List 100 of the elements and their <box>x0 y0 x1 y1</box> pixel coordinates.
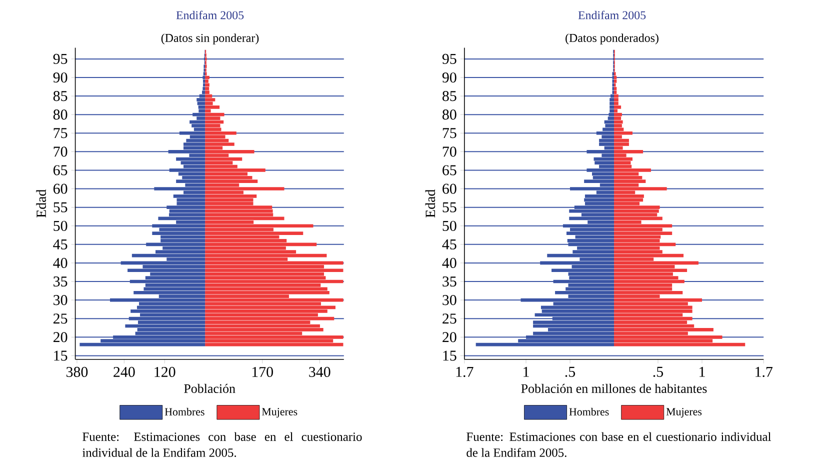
bar <box>168 150 206 154</box>
bar <box>566 232 614 235</box>
y-tick-label: 45 <box>53 239 68 250</box>
bar <box>476 342 614 346</box>
bar <box>205 316 334 320</box>
bar <box>614 280 684 284</box>
bar <box>614 80 617 83</box>
bar <box>205 120 224 124</box>
bar <box>186 138 206 142</box>
bar <box>555 290 614 294</box>
bar <box>614 290 683 294</box>
bar <box>205 180 258 184</box>
bar <box>614 90 617 94</box>
y-tick-label: 60 <box>442 184 456 194</box>
bar <box>176 180 206 184</box>
bar <box>205 216 284 220</box>
x-tick-label: 380 <box>66 366 88 377</box>
bar <box>190 120 206 124</box>
bar <box>614 268 688 272</box>
bar <box>594 161 614 164</box>
x-tick-label: 1.7 <box>456 366 474 378</box>
y-tick-label: 45 <box>442 239 456 250</box>
bar <box>533 320 614 324</box>
bar <box>610 98 614 102</box>
y-tick-label: 75 <box>442 128 456 138</box>
bar <box>173 194 206 198</box>
bar <box>614 342 746 346</box>
bar <box>614 194 644 198</box>
bar <box>614 161 631 164</box>
chart-title: Endifam 2005 <box>578 10 646 20</box>
y-tick-label: 40 <box>53 258 68 268</box>
bar <box>614 86 617 90</box>
bar <box>110 298 206 302</box>
bar <box>553 280 614 284</box>
bar <box>202 90 206 94</box>
bar <box>586 168 614 172</box>
x-tick-label: 240 <box>114 366 135 377</box>
y-tick-label: 40 <box>442 258 456 268</box>
bar <box>154 187 206 190</box>
bar <box>205 131 236 135</box>
bar <box>205 83 210 87</box>
y-tick-label: 15 <box>54 350 68 361</box>
bar <box>614 232 672 235</box>
bar <box>205 206 272 209</box>
y-axis-title: Edad <box>36 189 46 218</box>
bar <box>128 316 206 320</box>
bar <box>540 306 614 310</box>
bar <box>169 168 206 172</box>
bar <box>569 209 614 213</box>
bar <box>614 142 629 146</box>
legend-label: Mujeres <box>666 408 702 418</box>
source-note: Fuente: Estimaciones con base en el cuestionario individual de la Endifam 2005. <box>82 432 362 457</box>
y-tick-label: 90 <box>53 72 68 83</box>
bar <box>614 112 622 116</box>
bar <box>132 254 206 258</box>
bar <box>196 98 206 102</box>
bar <box>567 239 614 242</box>
bar <box>599 142 614 146</box>
bar <box>205 254 327 258</box>
y-tick-label: 95 <box>53 54 68 64</box>
y-tick-label: 15 <box>443 350 456 361</box>
y-tick-label: 20 <box>53 332 68 342</box>
bar <box>614 180 646 184</box>
bar <box>614 316 692 320</box>
bar <box>205 105 220 109</box>
legend-label: Hombres <box>569 408 609 416</box>
y-tick-label: 60 <box>53 184 68 194</box>
y-tick-label: 65 <box>53 165 68 176</box>
bar <box>614 187 667 190</box>
x-tick-label: 120 <box>154 366 176 377</box>
bar <box>520 298 614 302</box>
bar <box>614 120 623 124</box>
bar <box>166 206 206 209</box>
bar <box>568 242 614 246</box>
bar <box>205 224 314 228</box>
bar <box>614 328 714 332</box>
bar <box>596 131 614 135</box>
bar <box>80 342 206 346</box>
bar <box>614 216 662 220</box>
bar <box>205 298 344 302</box>
bar <box>614 206 660 209</box>
bar <box>152 224 206 228</box>
y-tick-label: 95 <box>442 54 456 64</box>
bar <box>205 335 344 339</box>
bar <box>586 150 614 154</box>
bar <box>130 310 206 313</box>
bar <box>614 94 618 98</box>
y-tick-label: 85 <box>53 90 68 102</box>
bar <box>205 116 220 120</box>
bar <box>202 86 206 90</box>
bar <box>205 150 254 154</box>
bar <box>205 98 216 102</box>
bar <box>179 131 206 135</box>
bar <box>134 290 206 294</box>
x-tick-label: 340 <box>309 366 330 377</box>
bar <box>205 112 224 116</box>
bar <box>205 76 210 80</box>
bar <box>205 80 208 83</box>
y-tick-label: 85 <box>442 90 456 102</box>
bar <box>205 209 273 213</box>
